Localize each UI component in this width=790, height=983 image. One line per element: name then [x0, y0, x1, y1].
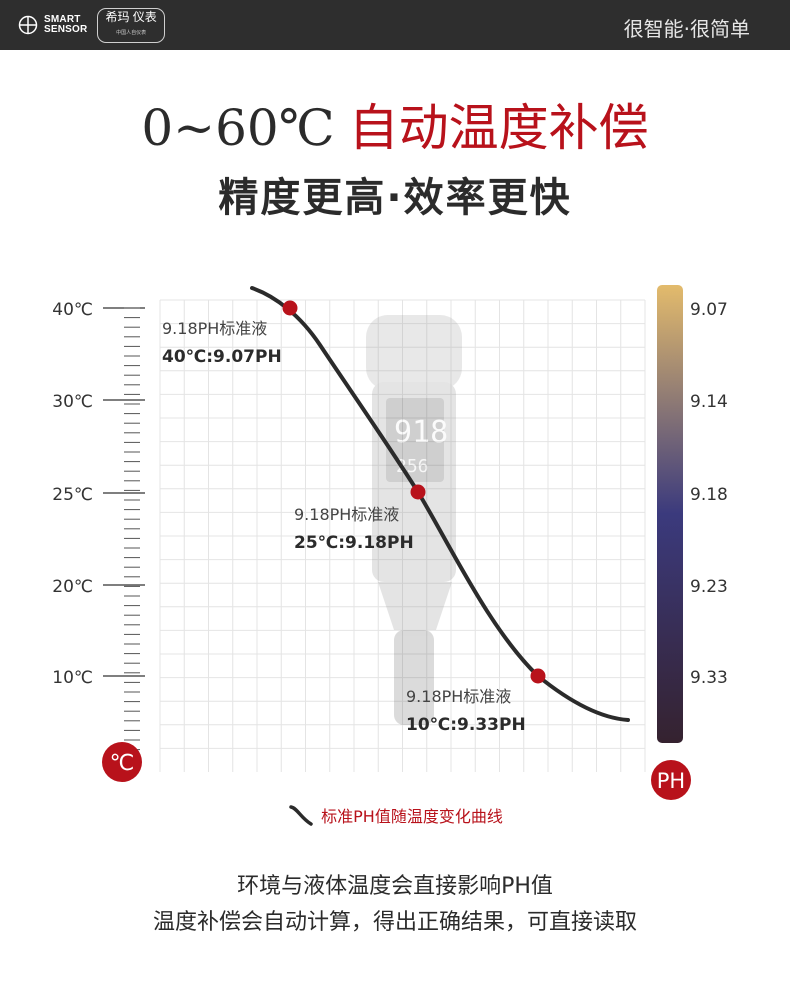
data-point-marker: [282, 300, 298, 316]
ph-badge: PH: [651, 760, 691, 800]
description-line-2: 温度补偿会自动计算，得出正确结果，可直接读取: [152, 910, 637, 935]
scale-tick-label: 9.33: [690, 668, 728, 688]
svg-text:918: 918: [394, 415, 448, 450]
brand-logo-cn: 希玛 仪表 中国人自仪表: [97, 7, 165, 43]
brand-logo-icon: [18, 15, 38, 35]
scale-tick-label: 9.14: [690, 392, 728, 412]
brand-logo-line1: SMART: [44, 14, 81, 25]
data-points: 9.18PH标准液 40℃:9.07PH 9.18PH标准液 25℃:9.18PH 9.…: [162, 300, 546, 735]
data-point-value: 40℃:9.07PH: [162, 347, 282, 367]
celsius-badge-label: ℃: [110, 751, 135, 776]
pen-meter-illustration: 918 256: [366, 315, 462, 725]
temperature-axis: 40℃ 30℃ 25℃ 20℃ 10℃: [52, 300, 145, 751]
brand-logo[interactable]: SMART SENSOR 希玛 仪表 中国人自仪表: [18, 7, 165, 43]
y-tick-label: 10℃: [52, 668, 93, 688]
data-point-marker: [410, 484, 426, 500]
data-point-label: 9.18PH标准液: [406, 687, 511, 706]
scale-tick-label: 9.18: [690, 485, 728, 505]
celsius-badge: ℃: [102, 742, 142, 782]
data-point-value: 10℃:9.33PH: [406, 715, 526, 735]
brand-logo-cn-text: 希玛 仪表: [105, 9, 157, 24]
chart-caption: 标准PH值随温度变化曲线: [0, 800, 790, 830]
brand-logo-cn-sub: 中国人自仪表: [116, 29, 147, 36]
chart-caption-text: 标准PH值随温度变化曲线: [321, 807, 503, 826]
scale-tick-label: 9.23: [690, 577, 728, 597]
ph-temperature-chart: 918 256 40℃ 30℃ 25℃ 20℃ 10℃ 9.18PH标准液 40℃:9.0…: [52, 285, 728, 800]
ph-badge-label: PH: [657, 769, 685, 793]
ph-color-scale: [657, 285, 683, 743]
data-point-marker: [530, 668, 546, 684]
y-tick-label: 40℃: [52, 300, 93, 320]
curve-mark-icon: [289, 805, 313, 826]
brand-tagline: 很智能·很简单: [623, 17, 750, 41]
scale-tick-label: 9.07: [690, 300, 728, 320]
brand-logo-line2: SENSOR: [44, 24, 88, 35]
description-line-1: 环境与液体温度会直接影响PH值: [237, 874, 553, 899]
headline-prefix: 0~60℃: [141, 99, 335, 157]
headline-highlight: 自动温度补偿: [348, 99, 649, 157]
page-headline: 0~60℃ 自动温度补偿: [0, 98, 790, 158]
chart-grid: [159, 299, 646, 772]
brand-logo-text: SMART SENSOR: [44, 15, 87, 35]
top-bar: SMART SENSOR 希玛 仪表 中国人自仪表 很智能·很简单: [0, 0, 790, 50]
y-tick-label: 25℃: [52, 485, 93, 505]
data-point-label: 9.18PH标准液: [162, 319, 267, 338]
ph-scale-ticks: 9.07 9.14 9.18 9.23 9.33: [690, 300, 728, 688]
y-tick-label: 20℃: [52, 577, 93, 597]
y-tick-label: 30℃: [52, 392, 93, 412]
page-subheadline: 精度更高·效率更快: [218, 175, 572, 221]
data-point-label: 9.18PH标准液: [294, 505, 399, 524]
data-point-value: 25℃:9.18PH: [294, 533, 414, 553]
